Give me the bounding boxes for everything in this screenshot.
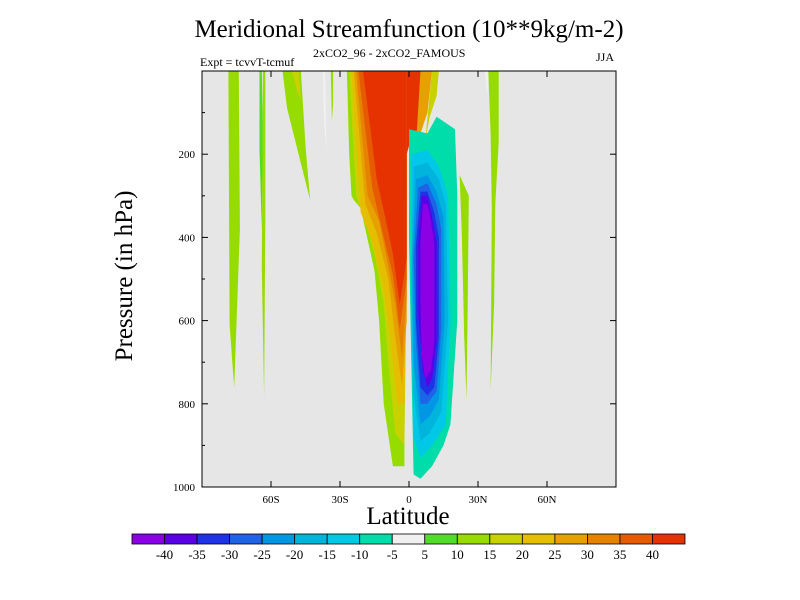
x-tick-label: 0 (406, 494, 412, 506)
colorbar-level-label: 35 (613, 547, 626, 562)
colorbar-swatch (619, 533, 653, 545)
colorbar-swatch (587, 533, 621, 545)
colorbar-swatch (164, 533, 198, 545)
colorbar-level-label: -35 (188, 547, 205, 562)
colorbar-swatch (652, 533, 686, 545)
colorbar-swatch (424, 533, 458, 545)
y-tick-label: 200 (179, 149, 196, 161)
colorbar-swatch (196, 533, 230, 545)
contour-band-south-mid (282, 71, 311, 200)
contour-band-far-south (228, 71, 240, 388)
contour-band-south-cyan (259, 71, 263, 230)
season-label: JJA (596, 50, 615, 64)
colorbar-swatch (294, 533, 328, 545)
contour-positive-cell-level-35 (363, 71, 407, 304)
x-axis-title: Latitude (366, 503, 450, 530)
colorbar-swatch (229, 533, 263, 545)
colorbar-swatch (489, 533, 523, 545)
contour-positive-cell-top-fringe (425, 71, 439, 142)
contour-fills (228, 71, 499, 479)
colorbar-level-label: 30 (581, 547, 594, 562)
x-tick-label: 30S (331, 494, 348, 506)
axis-ticks: 200 400 600 800 1000 60S 30S 0 30N 60N (173, 71, 616, 506)
chart-title: Meridional Streamfunction (10**9kg/m-2) (194, 16, 624, 43)
colorbar-level-label: 15 (483, 547, 496, 562)
contour-band-north (488, 71, 499, 392)
colorbar-level-label: 5 (422, 547, 429, 562)
contour-negative-cell-level-minus40 (420, 204, 435, 379)
colorbar-swatch (456, 533, 491, 545)
contour-band-south-mid-inner (291, 71, 301, 101)
colorbar-swatch (261, 533, 296, 545)
contour-band-tiny-south (330, 71, 334, 121)
contour-positive-cell-top-edge (415, 71, 432, 146)
colorbar-swatch (554, 533, 588, 545)
contour-band-cyan-north (484, 71, 490, 96)
colorbar-swatch (391, 533, 426, 545)
contour-band-south-thin (261, 71, 266, 396)
contour-band-cyan-south (322, 71, 327, 150)
x-tick-label: 60S (262, 494, 279, 506)
colorbar-swatch (326, 533, 361, 545)
comparison-label: 2xCO2_96 - 2xCO2_FAMOUS (313, 46, 466, 60)
colorbar-level-label: -25 (253, 547, 270, 562)
colorbar-level-label: 25 (548, 547, 561, 562)
x-tick-label: 30N (469, 494, 488, 506)
y-tick-label: 400 (179, 232, 196, 244)
y-tick-label: 600 (179, 316, 196, 328)
colorbar-level-label: -10 (351, 547, 368, 562)
colorbar-level-label: -5 (387, 547, 398, 562)
contour-band-north-inner (459, 175, 469, 400)
colorbar-swatch (359, 533, 393, 545)
colorbar-level-label: -15 (319, 547, 336, 562)
colorbar-swatch (131, 533, 165, 545)
experiment-label: Expt = tcvvT-tcmuf (200, 55, 295, 69)
y-tick-label: 800 (179, 399, 196, 411)
colorbar-level-label: -30 (221, 547, 238, 562)
colorbar-level-label: -40 (156, 547, 173, 562)
colorbar-swatch (521, 533, 556, 545)
colorbar: -40 -35 -30 -25 -20 -15 -10 -5 5 10 15 20 25 30 35 40 (131, 533, 686, 562)
colorbar-level-label: -20 (286, 547, 303, 562)
colorbar-level-label: 10 (451, 547, 464, 562)
colorbar-level-label: 40 (646, 547, 659, 562)
x-tick-label: 60N (538, 494, 557, 506)
y-tick-label: 1000 (173, 482, 196, 494)
colorbar-level-label: 20 (516, 547, 529, 562)
